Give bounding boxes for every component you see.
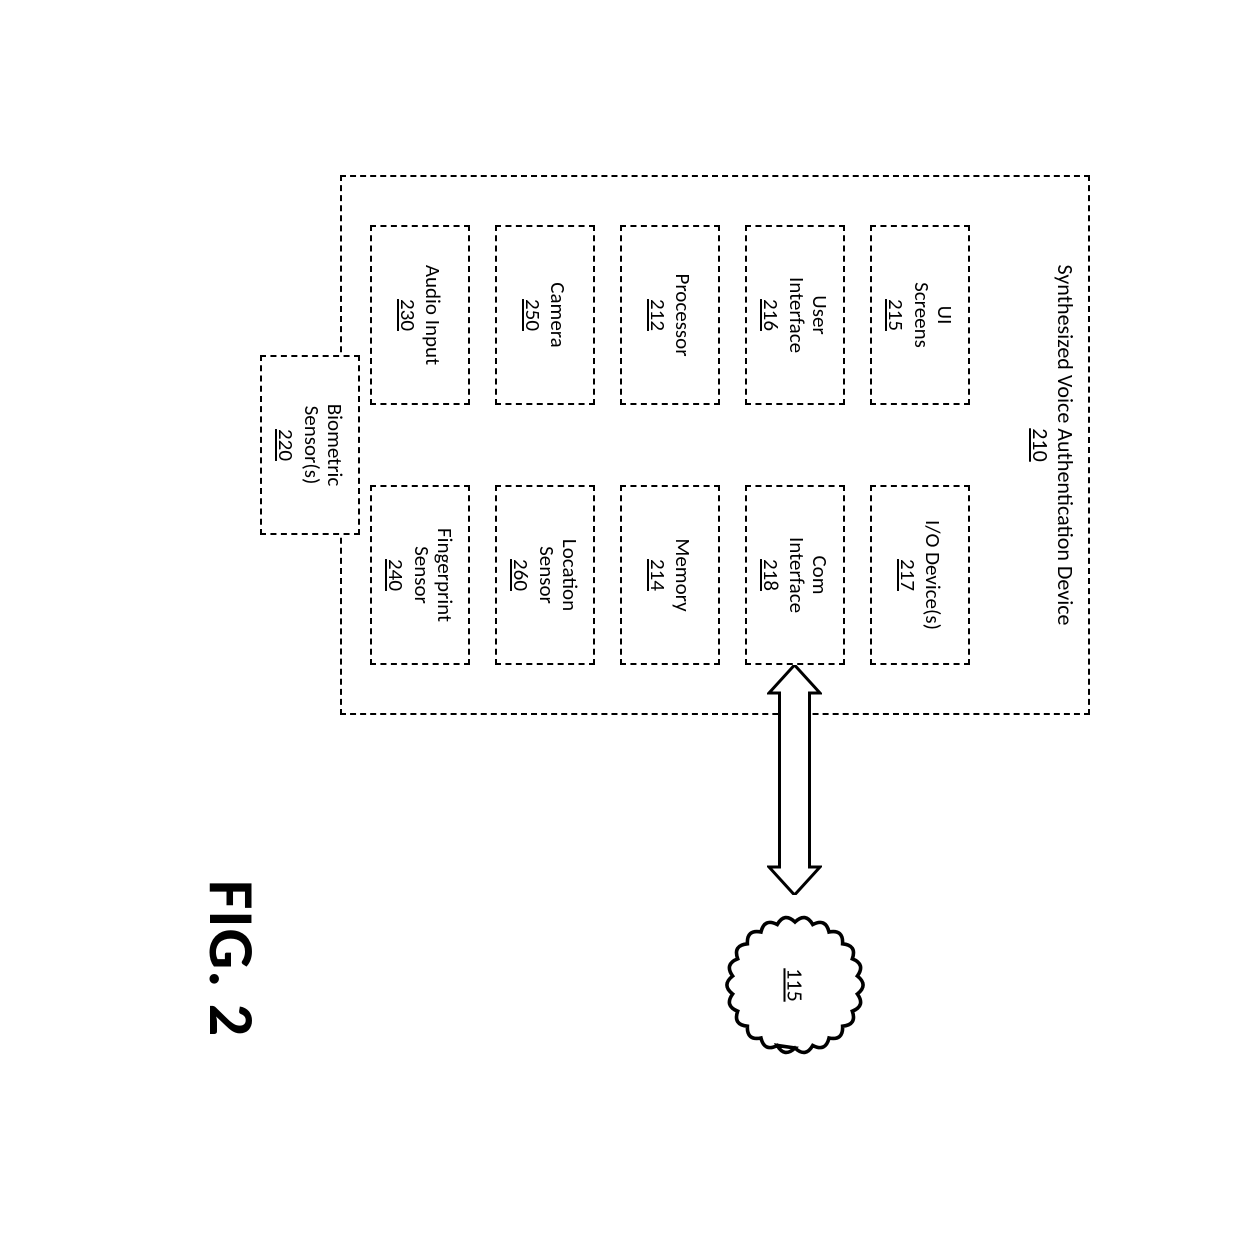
location-sensor-label: Sensor [534, 546, 557, 604]
cloud-id: 115 [782, 895, 809, 1075]
audio-input-id: 230 [396, 299, 419, 331]
main-device-id: 210 [1027, 175, 1052, 715]
bidirectional-arrow-icon [768, 665, 823, 895]
fingerprint-sensor-label: Fingerprint [433, 528, 456, 622]
processor-block: Processor212 [620, 225, 720, 405]
audio-input-label: Audio Input [421, 265, 444, 365]
memory-block: Memory214 [620, 485, 720, 665]
memory-label: Memory [671, 538, 694, 611]
camera-block: Camera250 [495, 225, 595, 405]
location-sensor-block: LocationSensor260 [495, 485, 595, 665]
io-devices-id: 217 [896, 559, 919, 591]
user-interface-label: User [808, 295, 831, 334]
camera-id: 250 [521, 299, 544, 331]
fingerprint-sensor-block: FingerprintSensor240 [370, 485, 470, 665]
camera-label: Camera [546, 282, 569, 347]
ui-screens-label: Screens [909, 282, 932, 348]
com-interface-block: ComInterface218 [745, 485, 845, 665]
com-interface-label: Interface [784, 537, 807, 613]
ui-screens-block: UIScreens215 [870, 225, 970, 405]
user-interface-block: UserInterface216 [745, 225, 845, 405]
biometric-label: Biometric [323, 404, 346, 486]
ui-screens-label: UI [933, 306, 956, 325]
audio-input-block: Audio Input230 [370, 225, 470, 405]
io-devices-block: I/O Device(s)217 [870, 485, 970, 665]
processor-id: 212 [646, 299, 669, 331]
biometric-sensors-block: BiometricSensor(s) 220 [260, 355, 360, 535]
user-interface-label: Interface [784, 277, 807, 353]
biometric-label: Sensor(s) [299, 406, 322, 485]
location-sensor-id: 260 [509, 559, 532, 591]
user-interface-id: 216 [759, 299, 782, 331]
rotated-stage: Synthesized Voice Authentication Device … [111, 0, 1240, 1240]
io-devices-label: I/O Device(s) [921, 520, 944, 630]
memory-id: 214 [646, 559, 669, 591]
fingerprint-sensor-label: Sensor [409, 546, 432, 604]
main-device-title-text: Synthesized Voice Authentication Device [1053, 175, 1078, 715]
diagram-canvas: Synthesized Voice Authentication Device … [111, 0, 1240, 1240]
fingerprint-sensor-id: 240 [384, 559, 407, 591]
biometric-id: 220 [274, 429, 297, 461]
com-interface-id: 218 [759, 559, 782, 591]
ui-screens-id: 215 [884, 299, 907, 331]
network-cloud-icon: 115 [705, 895, 885, 1075]
com-interface-label: Com [808, 555, 831, 594]
main-device-title: Synthesized Voice Authentication Device … [1027, 175, 1078, 715]
processor-label: Processor [671, 273, 694, 356]
figure-label: FIG. 2 [192, 880, 270, 1037]
location-sensor-label: Location [558, 539, 581, 611]
